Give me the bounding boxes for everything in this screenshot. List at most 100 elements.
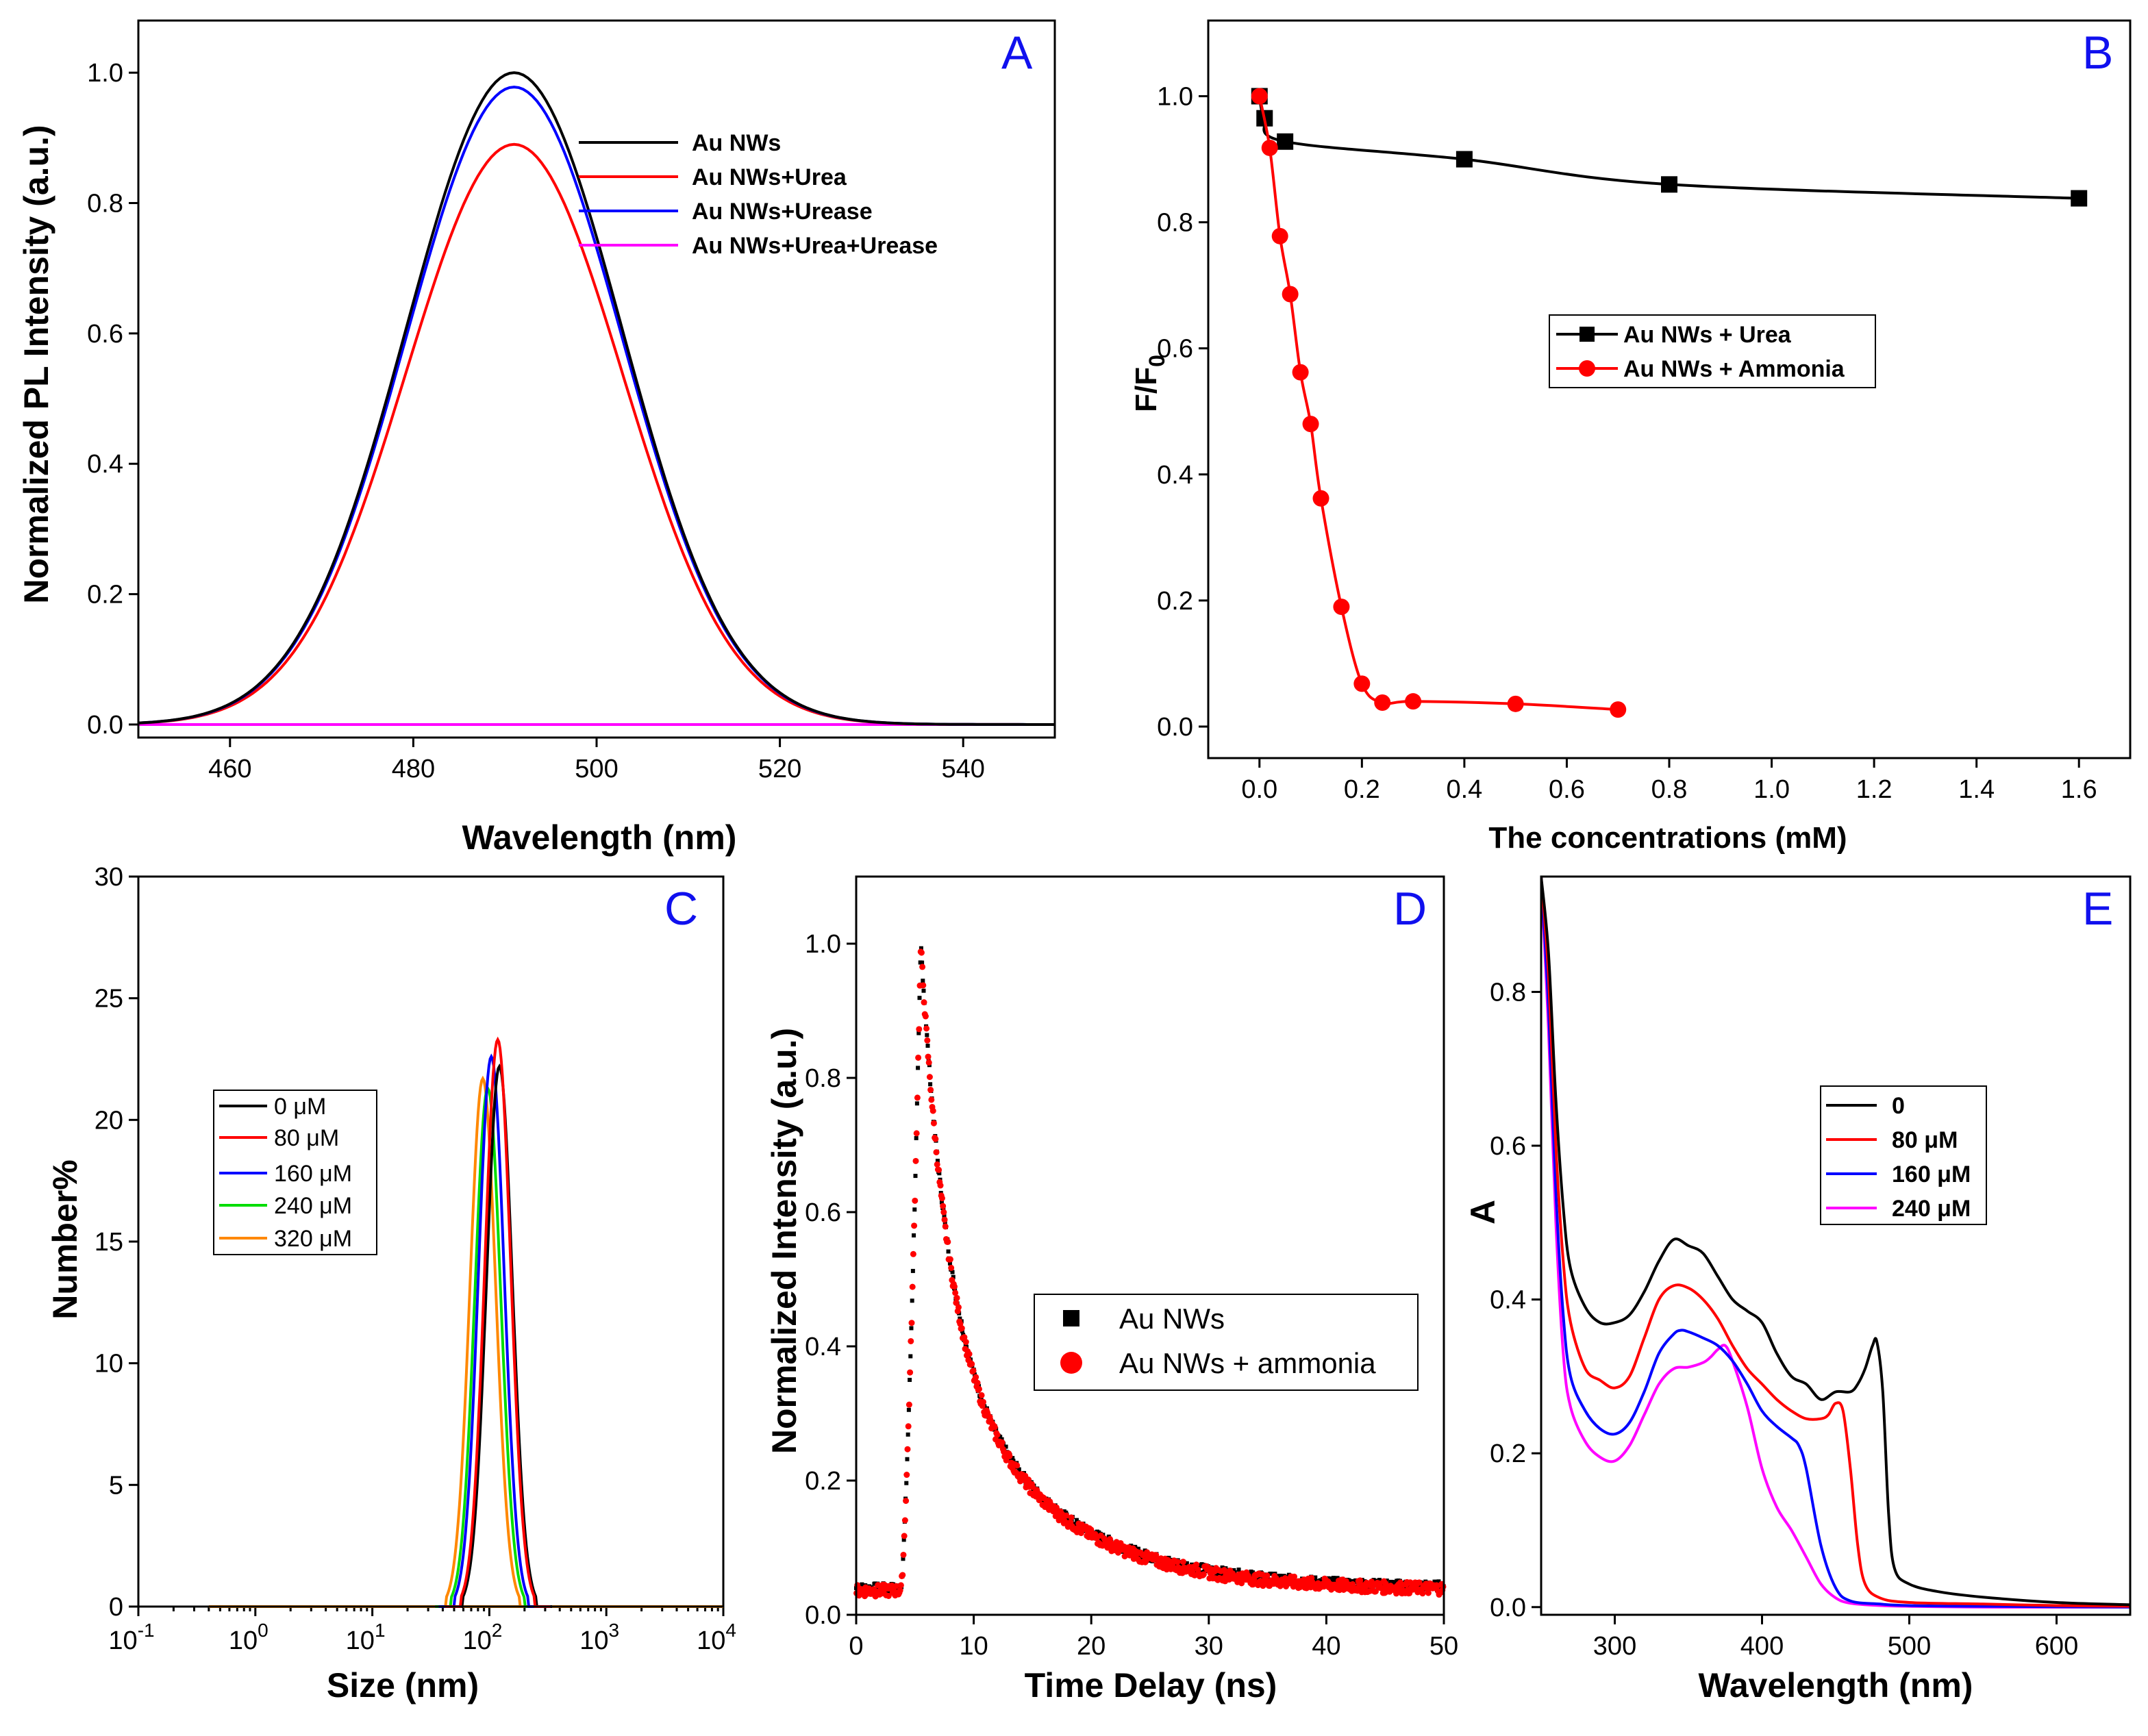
data-point-au-nws-ammonia xyxy=(953,1294,960,1301)
data-point-au-nws-ammonia xyxy=(970,1367,977,1374)
data-point-au-nws-ammonia xyxy=(1179,1559,1186,1565)
data-point-au-nws xyxy=(906,1407,911,1412)
y-tick-label: 0 xyxy=(109,1593,123,1622)
data-point-au-nws xyxy=(1436,1579,1441,1584)
panel-b: B The concentrations (mM) F/F0 0.0 0.2 0.4… xyxy=(1129,19,2132,855)
data-point-au-nws xyxy=(910,1268,915,1273)
y-tick-label: 10 xyxy=(95,1350,123,1379)
data-point-au-nws-ammonia xyxy=(1200,1571,1207,1578)
data-point-au-nws-ammonia xyxy=(919,964,926,970)
x-tick-label: 104 xyxy=(697,1620,736,1655)
data-point-urea xyxy=(1456,151,1473,168)
y-tick-label: 15 xyxy=(95,1228,123,1257)
x-tick-label: 100 xyxy=(229,1620,268,1655)
legend-e-0: 0 xyxy=(1892,1093,1905,1119)
data-point-au-nws-ammonia xyxy=(975,1385,982,1392)
data-point-au-nws-ammonia xyxy=(912,1197,919,1204)
data-point-au-nws xyxy=(999,1437,1004,1442)
y-tick-label: 1.0 xyxy=(1157,82,1193,111)
data-point-au-nws xyxy=(1277,1573,1282,1578)
data-point-au-nws-ammonia xyxy=(1174,1559,1181,1565)
x-tick-label: 1.4 xyxy=(1958,775,1995,804)
panel-e-letter: E xyxy=(2082,883,2113,935)
data-point-ammonia xyxy=(1610,701,1627,718)
data-point-au-nws-ammonia xyxy=(1195,1566,1201,1573)
legend-e-240: 240 μM xyxy=(1892,1196,1971,1222)
data-point-au-nws xyxy=(904,1481,909,1485)
panel-c: C Size (nm) Number% 10-1 100 101 102 103 1040… xyxy=(46,863,736,1704)
data-point-au-nws-ammonia xyxy=(871,1586,877,1593)
legend-marker-ammonia xyxy=(1579,360,1595,377)
panel-c-xlabel: Size (nm) xyxy=(327,1666,479,1704)
data-point-au-nws-ammonia xyxy=(979,1398,986,1405)
data-point-au-nws xyxy=(947,1261,952,1266)
data-point-ammonia xyxy=(1507,695,1524,712)
legend-au-nws-urea-b: Au NWs + Urea xyxy=(1623,322,1792,348)
legend-au-nws-ammonia-b: Au NWs + Ammonia xyxy=(1623,356,1845,382)
data-point-au-nws-ammonia xyxy=(958,1325,965,1332)
panel-a-letter: A xyxy=(1001,27,1033,79)
series-line-80-m xyxy=(445,1036,551,1608)
data-point-au-nws xyxy=(942,1213,947,1218)
data-point-au-nws-ammonia xyxy=(926,1074,933,1081)
data-point-au-nws-ammonia xyxy=(941,1216,948,1223)
y-tick-label: 0.6 xyxy=(805,1198,841,1227)
y-tick-label: 0.2 xyxy=(1490,1439,1526,1468)
y-tick-label: 0.2 xyxy=(1157,587,1193,616)
data-point-au-nws-ammonia xyxy=(974,1379,981,1386)
panel-a-ylabel: Normalized PL Intensity (a.u.) xyxy=(17,125,55,603)
y-tick-label: 0.2 xyxy=(87,581,123,609)
data-point-au-nws-ammonia xyxy=(1282,1575,1288,1582)
y-tick-label: 0.0 xyxy=(87,711,123,740)
data-point-au-nws xyxy=(916,1066,921,1070)
data-point-urea xyxy=(1277,133,1294,150)
panel-e-frame xyxy=(1540,875,2132,1616)
y-tick-label: 0.6 xyxy=(1490,1132,1526,1161)
series-line-80-m xyxy=(1541,877,2130,1608)
x-tick-label: 30 xyxy=(1195,1632,1223,1661)
series-line-au-nws-ammonia xyxy=(1258,96,1619,712)
y-tick-label: 30 xyxy=(95,863,123,892)
panel-b-letter: B xyxy=(2082,27,2113,79)
data-point-au-nws-ammonia xyxy=(969,1361,975,1368)
legend-au-nws-urea: Au NWs+Urea xyxy=(692,164,847,190)
panel-d-frame xyxy=(855,875,1445,1616)
data-point-au-nws-ammonia xyxy=(918,949,925,956)
data-point-au-nws xyxy=(937,1171,942,1176)
x-tick-label: 0 xyxy=(849,1632,863,1661)
y-tick-label: 0.0 xyxy=(805,1601,841,1630)
data-point-au-nws-ammonia xyxy=(925,1059,932,1066)
data-point-au-nws xyxy=(906,1432,910,1437)
data-point-ammonia xyxy=(1374,694,1391,711)
x-tick-label: 1.6 xyxy=(2061,775,2097,804)
data-point-au-nws xyxy=(1331,1576,1336,1581)
data-point-au-nws-ammonia xyxy=(1193,1561,1200,1568)
data-point-au-nws xyxy=(939,1200,944,1205)
x-tick-label: 500 xyxy=(1888,1632,1931,1661)
decay-points-au-nws xyxy=(854,946,1446,1594)
x-tick-label: 1.2 xyxy=(1856,775,1893,804)
data-point-au-nws xyxy=(1214,1572,1219,1577)
legend-au-nws-d: Au NWs xyxy=(1119,1303,1225,1335)
data-point-au-nws-ammonia xyxy=(978,1392,985,1398)
panel-b-frame xyxy=(1207,19,2132,759)
panel-a-xlabel: Wavelength (nm) xyxy=(462,818,737,857)
x-tick-label: 480 xyxy=(392,755,435,783)
series-line-au-nws-urease xyxy=(138,86,1055,726)
data-point-au-nws xyxy=(1330,1578,1335,1583)
legend-c-80: 80 μM xyxy=(274,1125,339,1151)
panel-e-legend-box xyxy=(1820,1085,1987,1225)
data-point-au-nws xyxy=(901,1537,906,1542)
y-tick-label: 0.0 xyxy=(1157,713,1193,742)
data-point-au-nws xyxy=(1351,1578,1356,1583)
data-point-au-nws-ammonia xyxy=(940,1209,947,1216)
panel-c-legend: 0 μM 80 μM 160 μM 240 μM 320 μM xyxy=(213,1090,377,1255)
data-point-urea xyxy=(2071,190,2088,207)
legend-au-nws-ammonia-d: Au NWs + ammonia xyxy=(1119,1347,1376,1379)
data-point-au-nws-ammonia xyxy=(912,1157,919,1164)
data-point-au-nws xyxy=(1269,1571,1273,1576)
panel-d-legend-box xyxy=(1034,1294,1419,1391)
panel-b-legend-box xyxy=(1549,314,1876,388)
data-point-au-nws-ammonia xyxy=(892,1583,899,1589)
data-point-au-nws xyxy=(914,1101,919,1106)
